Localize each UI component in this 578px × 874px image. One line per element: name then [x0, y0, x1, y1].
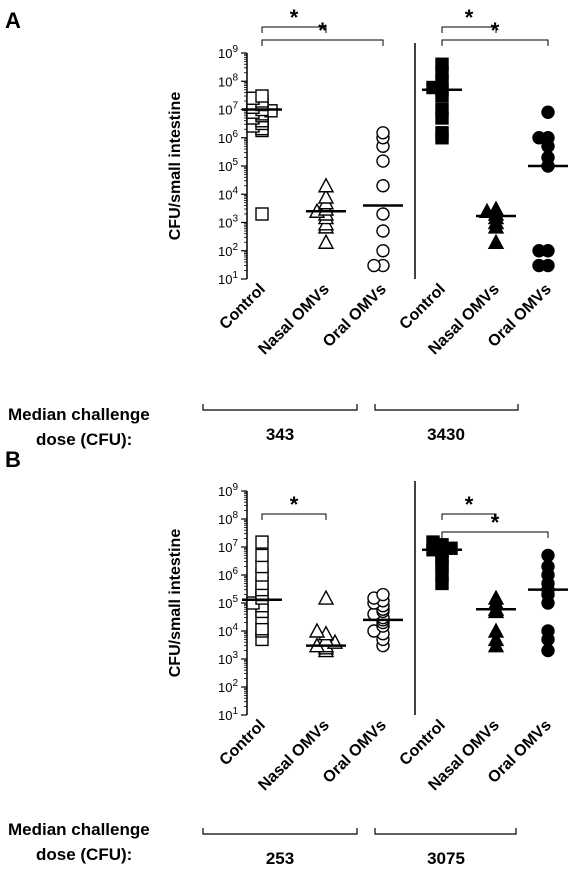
panel-label: A [5, 8, 21, 33]
data-point [317, 188, 335, 204]
data-point [367, 258, 381, 273]
data-point [376, 154, 390, 168]
dose-bracket [202, 404, 358, 411]
significance-star: * [290, 5, 299, 30]
data-point [376, 179, 390, 193]
data-point [376, 126, 390, 140]
dose-value: 3430 [427, 425, 465, 444]
category-label: Control [397, 281, 449, 333]
y-tick-label: 102 [218, 242, 238, 259]
y-axis-label: CFU/small intestine [167, 92, 184, 241]
significance-bracket [441, 513, 497, 520]
data-point [255, 89, 269, 103]
significance-star: * [465, 492, 474, 517]
data-point [426, 535, 440, 549]
panel-A: A 101 102 103 104 105 106 107 108 109 CFU/small in… [5, 5, 568, 449]
data-point [541, 548, 555, 563]
data-point [376, 244, 390, 258]
data-point [541, 624, 555, 638]
significance-bracket [261, 26, 327, 33]
data-point [255, 559, 269, 574]
y-tick-label: 108 [218, 72, 238, 89]
data-point [532, 258, 546, 273]
y-tick-label: 107 [218, 538, 238, 555]
y-tick-label: 108 [218, 510, 238, 527]
panel-label: B [5, 447, 21, 472]
y-tick-label: 107 [218, 101, 238, 118]
significance-star: * [491, 18, 500, 43]
data-point [317, 233, 335, 249]
y-tick-label: 101 [218, 706, 238, 723]
data-point [376, 587, 390, 602]
dose-caption-line1: Median challenge [8, 405, 150, 424]
data-point [487, 200, 505, 216]
data-point [541, 105, 555, 119]
y-tick-label: 103 [218, 214, 238, 231]
data-point [435, 126, 449, 140]
dose-bracket [374, 828, 517, 835]
significance-star: * [465, 5, 474, 30]
significance-star: * [290, 492, 299, 517]
dose-value: 3075 [427, 849, 465, 868]
y-axis-label: CFU/small intestine [167, 529, 184, 678]
data-point [541, 643, 555, 658]
significance-bracket [441, 531, 549, 538]
data-point [317, 589, 335, 605]
y-tick-label: 102 [218, 678, 238, 695]
dose-value: 343 [266, 425, 294, 444]
significance-bracket [261, 39, 384, 46]
data-point [317, 177, 335, 193]
data-point [435, 57, 449, 71]
dose-caption-line2: dose (CFU): [36, 430, 132, 449]
category-label: Control [397, 717, 449, 769]
dose-value: 253 [266, 849, 294, 868]
y-tick-label: 106 [218, 566, 238, 583]
y-tick-label: 109 [218, 482, 238, 499]
data-point [435, 102, 449, 117]
panel-B: B 101 102 103 104 105 106 107 108 109 CFU/small in… [5, 447, 568, 868]
dose-bracket [202, 828, 358, 835]
dose-caption-line2: dose (CFU): [36, 845, 132, 864]
y-tick-label: 104 [218, 185, 238, 202]
significance-bracket [441, 39, 549, 46]
data-point [487, 622, 505, 638]
data-point [487, 589, 505, 605]
significance-star: * [318, 18, 327, 43]
data-point [376, 207, 390, 221]
significance-bracket [261, 513, 327, 520]
data-point [376, 224, 390, 238]
data-point [541, 150, 555, 165]
category-label: Control [217, 717, 269, 769]
data-point [255, 548, 269, 563]
data-point [532, 131, 546, 145]
data-point [487, 630, 505, 647]
significance-star: * [491, 510, 500, 535]
y-tick-label: 106 [218, 129, 238, 146]
y-tick-label: 101 [218, 270, 238, 287]
y-tick-label: 109 [218, 44, 238, 61]
data-point [255, 535, 269, 549]
data-point [487, 233, 505, 249]
data-point [255, 207, 269, 221]
data-point [255, 622, 269, 636]
y-tick-label: 104 [218, 622, 238, 639]
data-point [541, 559, 555, 574]
significance-bracket [441, 26, 497, 33]
dose-caption-line1: Median challenge [8, 820, 150, 839]
y-tick-label: 103 [218, 650, 238, 667]
data-point [308, 622, 326, 638]
y-tick-label: 105 [218, 157, 238, 174]
y-tick-label: 105 [218, 594, 238, 611]
data-point [532, 244, 546, 258]
dose-bracket [374, 404, 519, 411]
category-label: Control [217, 281, 269, 333]
